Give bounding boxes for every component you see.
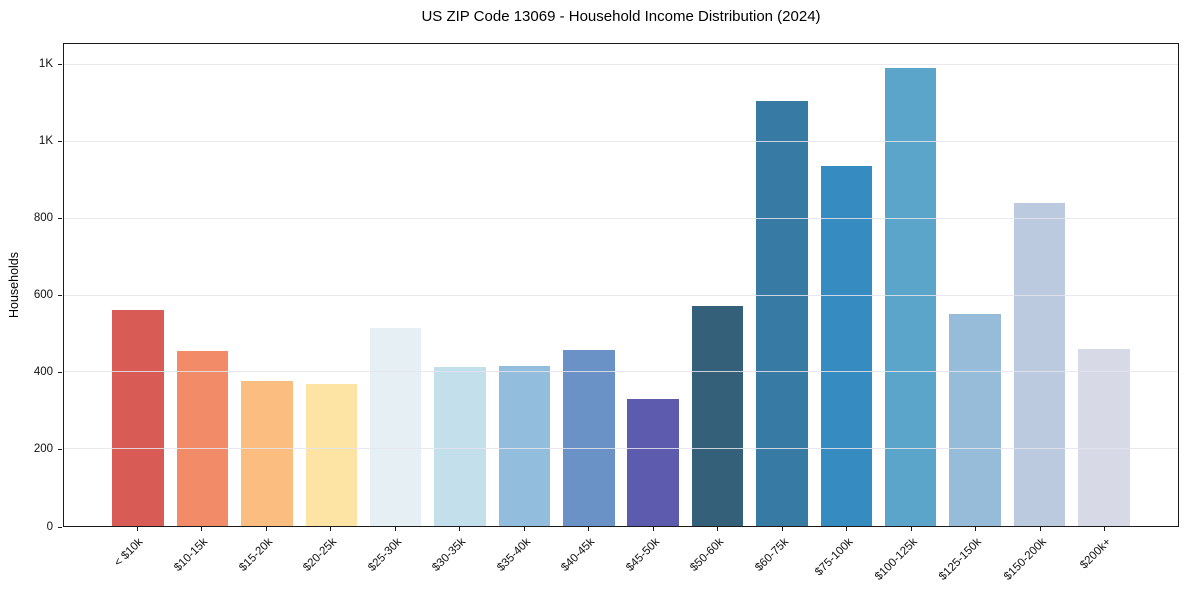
y-tick-mark [58, 295, 62, 297]
x-tick-label: $100-125k [872, 536, 920, 583]
bar-slot [1072, 44, 1136, 526]
bars-group [64, 44, 1178, 526]
bar [949, 314, 1001, 526]
bar-slot [299, 44, 363, 526]
x-tick-mark [394, 527, 396, 531]
bar-slot [943, 44, 1007, 526]
x-tick-label: $125-150k [937, 536, 985, 583]
x-tick-label: $35-40k [494, 536, 533, 574]
bar-slot [235, 44, 299, 526]
y-tick-label: 600 [33, 289, 53, 302]
x-tick-label: $20-25k [301, 536, 340, 574]
x-tick-mark [717, 527, 719, 531]
bar [1078, 348, 1130, 526]
bar [305, 383, 358, 526]
bar-slot [492, 44, 556, 526]
bar [820, 165, 873, 526]
x-tick-label: $25-30k [365, 536, 404, 574]
x-tick-label: $10-15k [172, 536, 211, 574]
y-tick-mark [58, 217, 62, 219]
bar [691, 306, 744, 526]
bar [563, 349, 615, 526]
bar [434, 367, 486, 526]
chart-title: US ZIP Code 13069 - Household Income Dis… [421, 8, 821, 25]
x-tick-mark [136, 527, 138, 531]
x-tick-mark [330, 527, 332, 531]
bar-slot [428, 44, 492, 526]
bar [369, 328, 422, 526]
bar-slot [364, 44, 428, 526]
x-tick-mark [588, 527, 590, 531]
x-tick-mark [846, 527, 848, 531]
bar-slot [170, 44, 234, 526]
y-tick-mark [58, 526, 62, 528]
bar-slot [106, 44, 170, 526]
bar-slot [685, 44, 749, 526]
x-tick-label: $150-200k [1001, 536, 1049, 583]
bar [1013, 202, 1066, 526]
y-axis: 0 200 400 600 800 1K 1K [0, 43, 63, 533]
x-tick-mark [975, 527, 977, 531]
bar-slot [750, 44, 814, 526]
bar-slot [621, 44, 685, 526]
x-tick-mark [265, 527, 267, 531]
y-tick-mark [58, 372, 62, 374]
x-tick-label: $40-45k [559, 536, 598, 574]
y-tick-mark [58, 449, 62, 451]
x-tick-mark [459, 527, 461, 531]
bar [884, 67, 937, 526]
y-tick-label: 0 [46, 520, 53, 533]
y-tick-label: 800 [33, 211, 53, 224]
bar [756, 101, 808, 526]
x-tick-label: $15-20k [236, 536, 275, 574]
x-axis: < $10k $10-15k $15-20k $20-25k $25-30k $30-35… [63, 527, 1179, 590]
x-tick-label: < $10k [112, 536, 146, 570]
x-tick-mark [201, 527, 203, 531]
x-tick-label: $45-50k [623, 536, 662, 574]
y-tick-mark [58, 63, 62, 65]
x-tick-label: $50-60k [688, 536, 727, 574]
x-tick-mark [781, 527, 783, 531]
y-tick-label: 1K [38, 57, 53, 70]
x-tick-mark [1039, 527, 1041, 531]
bar [627, 398, 679, 526]
x-tick-mark [523, 527, 525, 531]
bar [498, 366, 551, 526]
x-tick-mark [1104, 527, 1106, 531]
bar-slot [557, 44, 621, 526]
bar-slot [814, 44, 878, 526]
x-tick-label: $75-100k [812, 536, 856, 579]
x-tick-mark [652, 527, 654, 531]
plot-area [63, 43, 1179, 527]
bar-slot [879, 44, 943, 526]
x-tick-label: $60-75k [752, 536, 791, 574]
bar [176, 351, 229, 526]
bar [112, 310, 164, 526]
x-tick-mark [910, 527, 912, 531]
y-tick-mark [58, 140, 62, 142]
y-tick-label: 200 [33, 443, 53, 456]
y-tick-label: 1K [38, 134, 53, 147]
x-tick-label: $200k+ [1077, 536, 1114, 572]
x-tick-label: $30-35k [430, 536, 469, 574]
bar-slot [1007, 44, 1071, 526]
y-tick-label: 400 [33, 366, 53, 379]
bar [241, 380, 293, 526]
